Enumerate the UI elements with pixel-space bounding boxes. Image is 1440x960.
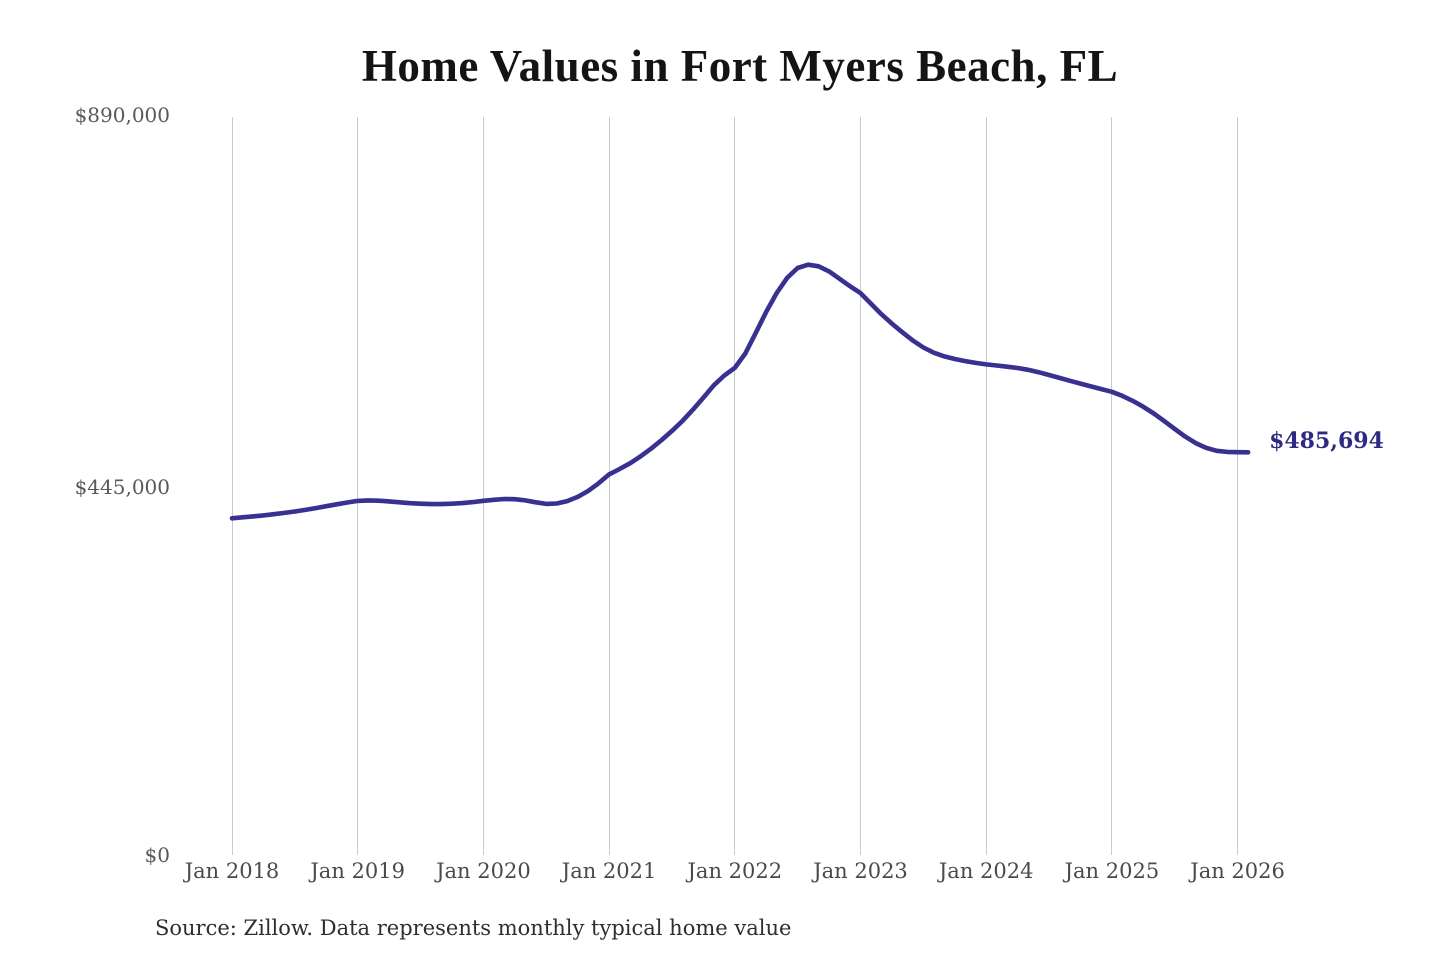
gridline-jan-2023 bbox=[860, 117, 861, 855]
x-axis-label-jan-2018: Jan 2018 bbox=[184, 859, 280, 883]
gridline-jan-2022 bbox=[734, 117, 736, 855]
end-value-label: $485,694 bbox=[1269, 428, 1384, 455]
gridline-jan-2020 bbox=[482, 117, 484, 855]
y-axis-label-0: $0 bbox=[144, 843, 170, 867]
x-axis-label-jan-2019: Jan 2019 bbox=[310, 859, 405, 883]
x-axis-label-jan-2024: Jan 2024 bbox=[938, 859, 1034, 883]
gridline-jan-2018 bbox=[231, 117, 233, 855]
x-axis-label-jan-2022: Jan 2022 bbox=[687, 859, 783, 883]
y-axis-label-890000: $890,000 bbox=[74, 103, 170, 127]
gridline-jan-2019 bbox=[357, 117, 359, 855]
x-axis-label-jan-2025: Jan 2025 bbox=[1064, 859, 1160, 883]
gridline-jan-2026 bbox=[1237, 117, 1239, 855]
gridline-jan-2024 bbox=[985, 117, 987, 855]
x-axis-label-jan-2026: Jan 2026 bbox=[1190, 859, 1285, 883]
x-axis-label-jan-2021: Jan 2021 bbox=[561, 859, 657, 883]
gridline-jan-2021 bbox=[608, 117, 610, 855]
x-axis-label-jan-2020: Jan 2020 bbox=[436, 859, 531, 883]
home-value-line bbox=[229, 262, 1251, 521]
x-axis-label-jan-2023: Jan 2023 bbox=[813, 859, 908, 883]
y-axis-label-445000: $445,000 bbox=[74, 475, 170, 499]
gridline-jan-2025 bbox=[1111, 117, 1113, 855]
source-note: Source: Zillow. Data represents monthly … bbox=[155, 916, 792, 940]
chart-title: Home Values in Fort Myers Beach, FL bbox=[361, 41, 1119, 91]
